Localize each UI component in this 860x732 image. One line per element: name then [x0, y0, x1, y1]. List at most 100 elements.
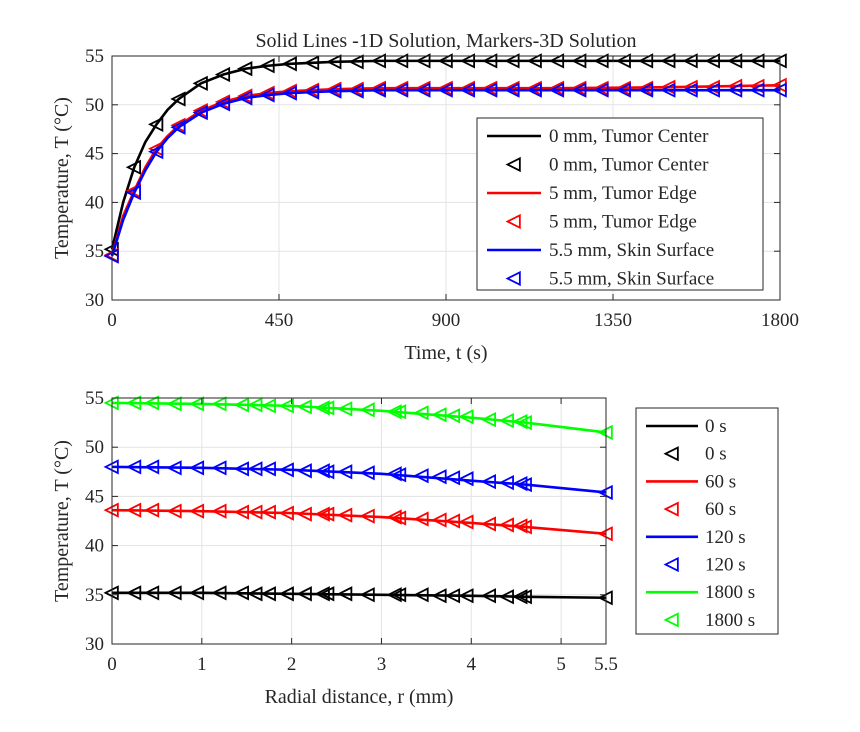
top-series-marker-0 [303, 55, 320, 71]
top-y-tick-label: 30 [85, 290, 104, 311]
top-series-marker-2 [415, 82, 431, 98]
top-series-marker-2 [259, 87, 275, 103]
bottom-legend-box [635, 407, 779, 635]
bottom-series-marker-3 [480, 412, 496, 428]
top-y-tick-label: 40 [85, 192, 104, 213]
bottom-legend: 0 s 0 s 60 s 60 s 120 s 120 s 1800 s 1800 s [635, 407, 779, 635]
top-x-tick-label: 0 [107, 310, 117, 331]
bottom-series-marker-2 [260, 461, 276, 477]
top-series-marker-2 [281, 85, 297, 101]
bottom-x-tick-label: 4 [467, 654, 477, 675]
top-series-marker-2 [214, 96, 231, 112]
bottom-series-marker-0 [233, 585, 249, 601]
top-x-tick-label: 450 [265, 310, 294, 331]
top-series-marker-2 [571, 82, 587, 98]
top-legend-marker-sample [505, 213, 521, 230]
top-series-marker-2 [326, 83, 342, 99]
top-legend-marker-sample [505, 156, 521, 173]
top-series-marker-0 [749, 53, 765, 69]
top-series-marker-2 [303, 84, 320, 100]
top-series-marker-2 [482, 82, 498, 98]
bottom-series-marker-3 [444, 408, 461, 424]
top-series-marker-0 [170, 91, 186, 107]
top-series-line-2 [110, 88, 780, 257]
bottom-series-marker-3 [512, 413, 528, 430]
bottom-series-marker-3 [458, 409, 474, 425]
top-y-tick-label: 50 [85, 95, 104, 116]
bottom-series-marker-1 [431, 512, 447, 528]
bottom-series-marker-1 [413, 511, 429, 527]
top-legend-label: 0 mm, Tumor Center [549, 126, 709, 147]
top-series-marker-2 [437, 82, 453, 98]
bottom-series-marker-2 [516, 476, 532, 493]
top-x-tick-label: 1350 [594, 310, 632, 331]
bottom-series-marker-0 [512, 589, 528, 605]
bottom-series-marker-3 [260, 398, 276, 414]
bottom-series-marker-3 [314, 400, 330, 416]
top-series-marker-2 [348, 83, 364, 99]
top-legend-label: 5.5 mm, Skin Surface [549, 240, 714, 261]
top-series-marker-2 [125, 185, 142, 201]
bottom-legend-label: 120 s [705, 527, 746, 548]
bottom-series-marker-0 [166, 585, 182, 601]
bottom-series-marker-1 [319, 506, 335, 522]
bottom-series-marker-2 [211, 460, 227, 476]
bottom-y-tick-label: 50 [85, 437, 104, 458]
top-series-marker-2 [726, 82, 743, 98]
top-series-marker-0 [125, 159, 142, 175]
bottom-y-tick-label: 35 [85, 585, 104, 606]
bottom-series-marker-0 [211, 585, 227, 601]
bottom-series-marker-2 [125, 459, 142, 475]
bottom-series-marker-2 [319, 464, 335, 480]
top-series-marker-0 [615, 53, 631, 69]
bottom-series-marker-3 [166, 396, 182, 412]
top-series-marker-2 [704, 82, 720, 98]
bottom-series-marker-2 [188, 460, 205, 476]
bottom-series-marker-2 [444, 470, 461, 486]
bottom-series-marker-0 [390, 587, 407, 603]
bottom-x-tick-label: 2 [287, 654, 297, 675]
bottom-series-marker-2 [386, 466, 402, 482]
top-series-marker-2 [615, 82, 631, 98]
top-chart: 0 450 900 1350 1800 30 35 40 45 50 55 Solid Lines … [51, 30, 799, 364]
top-series-marker-2 [660, 82, 676, 98]
bottom-y-axis-label: Temperature, T (°C) [51, 440, 73, 602]
top-series-marker-0 [192, 75, 208, 91]
bottom-series-marker-0 [359, 587, 375, 603]
bottom-series-marker-1 [211, 503, 227, 519]
top-y-tick-label: 35 [85, 241, 104, 262]
bottom-series-marker-1 [166, 503, 182, 519]
bottom-series-marker-2 [166, 460, 182, 476]
bottom-series-marker-3 [296, 399, 312, 415]
bottom-series-marker-1 [143, 502, 160, 518]
bottom-series-marker-1 [359, 508, 375, 524]
bottom-series-marker-3 [390, 404, 407, 420]
top-legend-label: 5 mm, Tumor Edge [549, 212, 697, 233]
top-legend-marker-sample [505, 270, 521, 287]
top-legend-box [476, 117, 764, 291]
bottom-series-marker-3 [516, 414, 532, 431]
top-series-marker-2 [192, 104, 208, 121]
top-y-axis-label: Temperature, T (°C) [51, 97, 73, 259]
top-series-marker-0 [704, 53, 720, 69]
bottom-x-tick-label: 5 [556, 654, 566, 675]
top-legend-label: 0 mm, Tumor Center [549, 155, 709, 176]
bottom-series-marker-0 [314, 586, 330, 602]
top-series-marker-0 [392, 53, 409, 69]
bottom-series-marker-1 [444, 513, 461, 529]
top-series-marker-0 [348, 54, 364, 70]
bottom-series-marker-1 [296, 506, 312, 522]
bottom-series-marker-3 [188, 396, 205, 412]
bottom-series-marker-0 [188, 585, 205, 601]
bottom-series-marker-3 [125, 395, 142, 411]
bottom-series-marker-0 [337, 586, 353, 602]
bottom-series-marker-0 [386, 587, 402, 603]
bottom-series-marker-3 [386, 404, 402, 420]
bottom-series-marker-0 [516, 589, 532, 605]
bottom-series-marker-2 [498, 474, 514, 491]
bottom-series-marker-1 [260, 504, 276, 520]
bottom-legend-label: 1800 s [705, 610, 755, 631]
bottom-legend-marker-sample [663, 612, 679, 628]
top-series-marker-2 [593, 82, 609, 98]
bottom-series-marker-2 [359, 465, 375, 481]
